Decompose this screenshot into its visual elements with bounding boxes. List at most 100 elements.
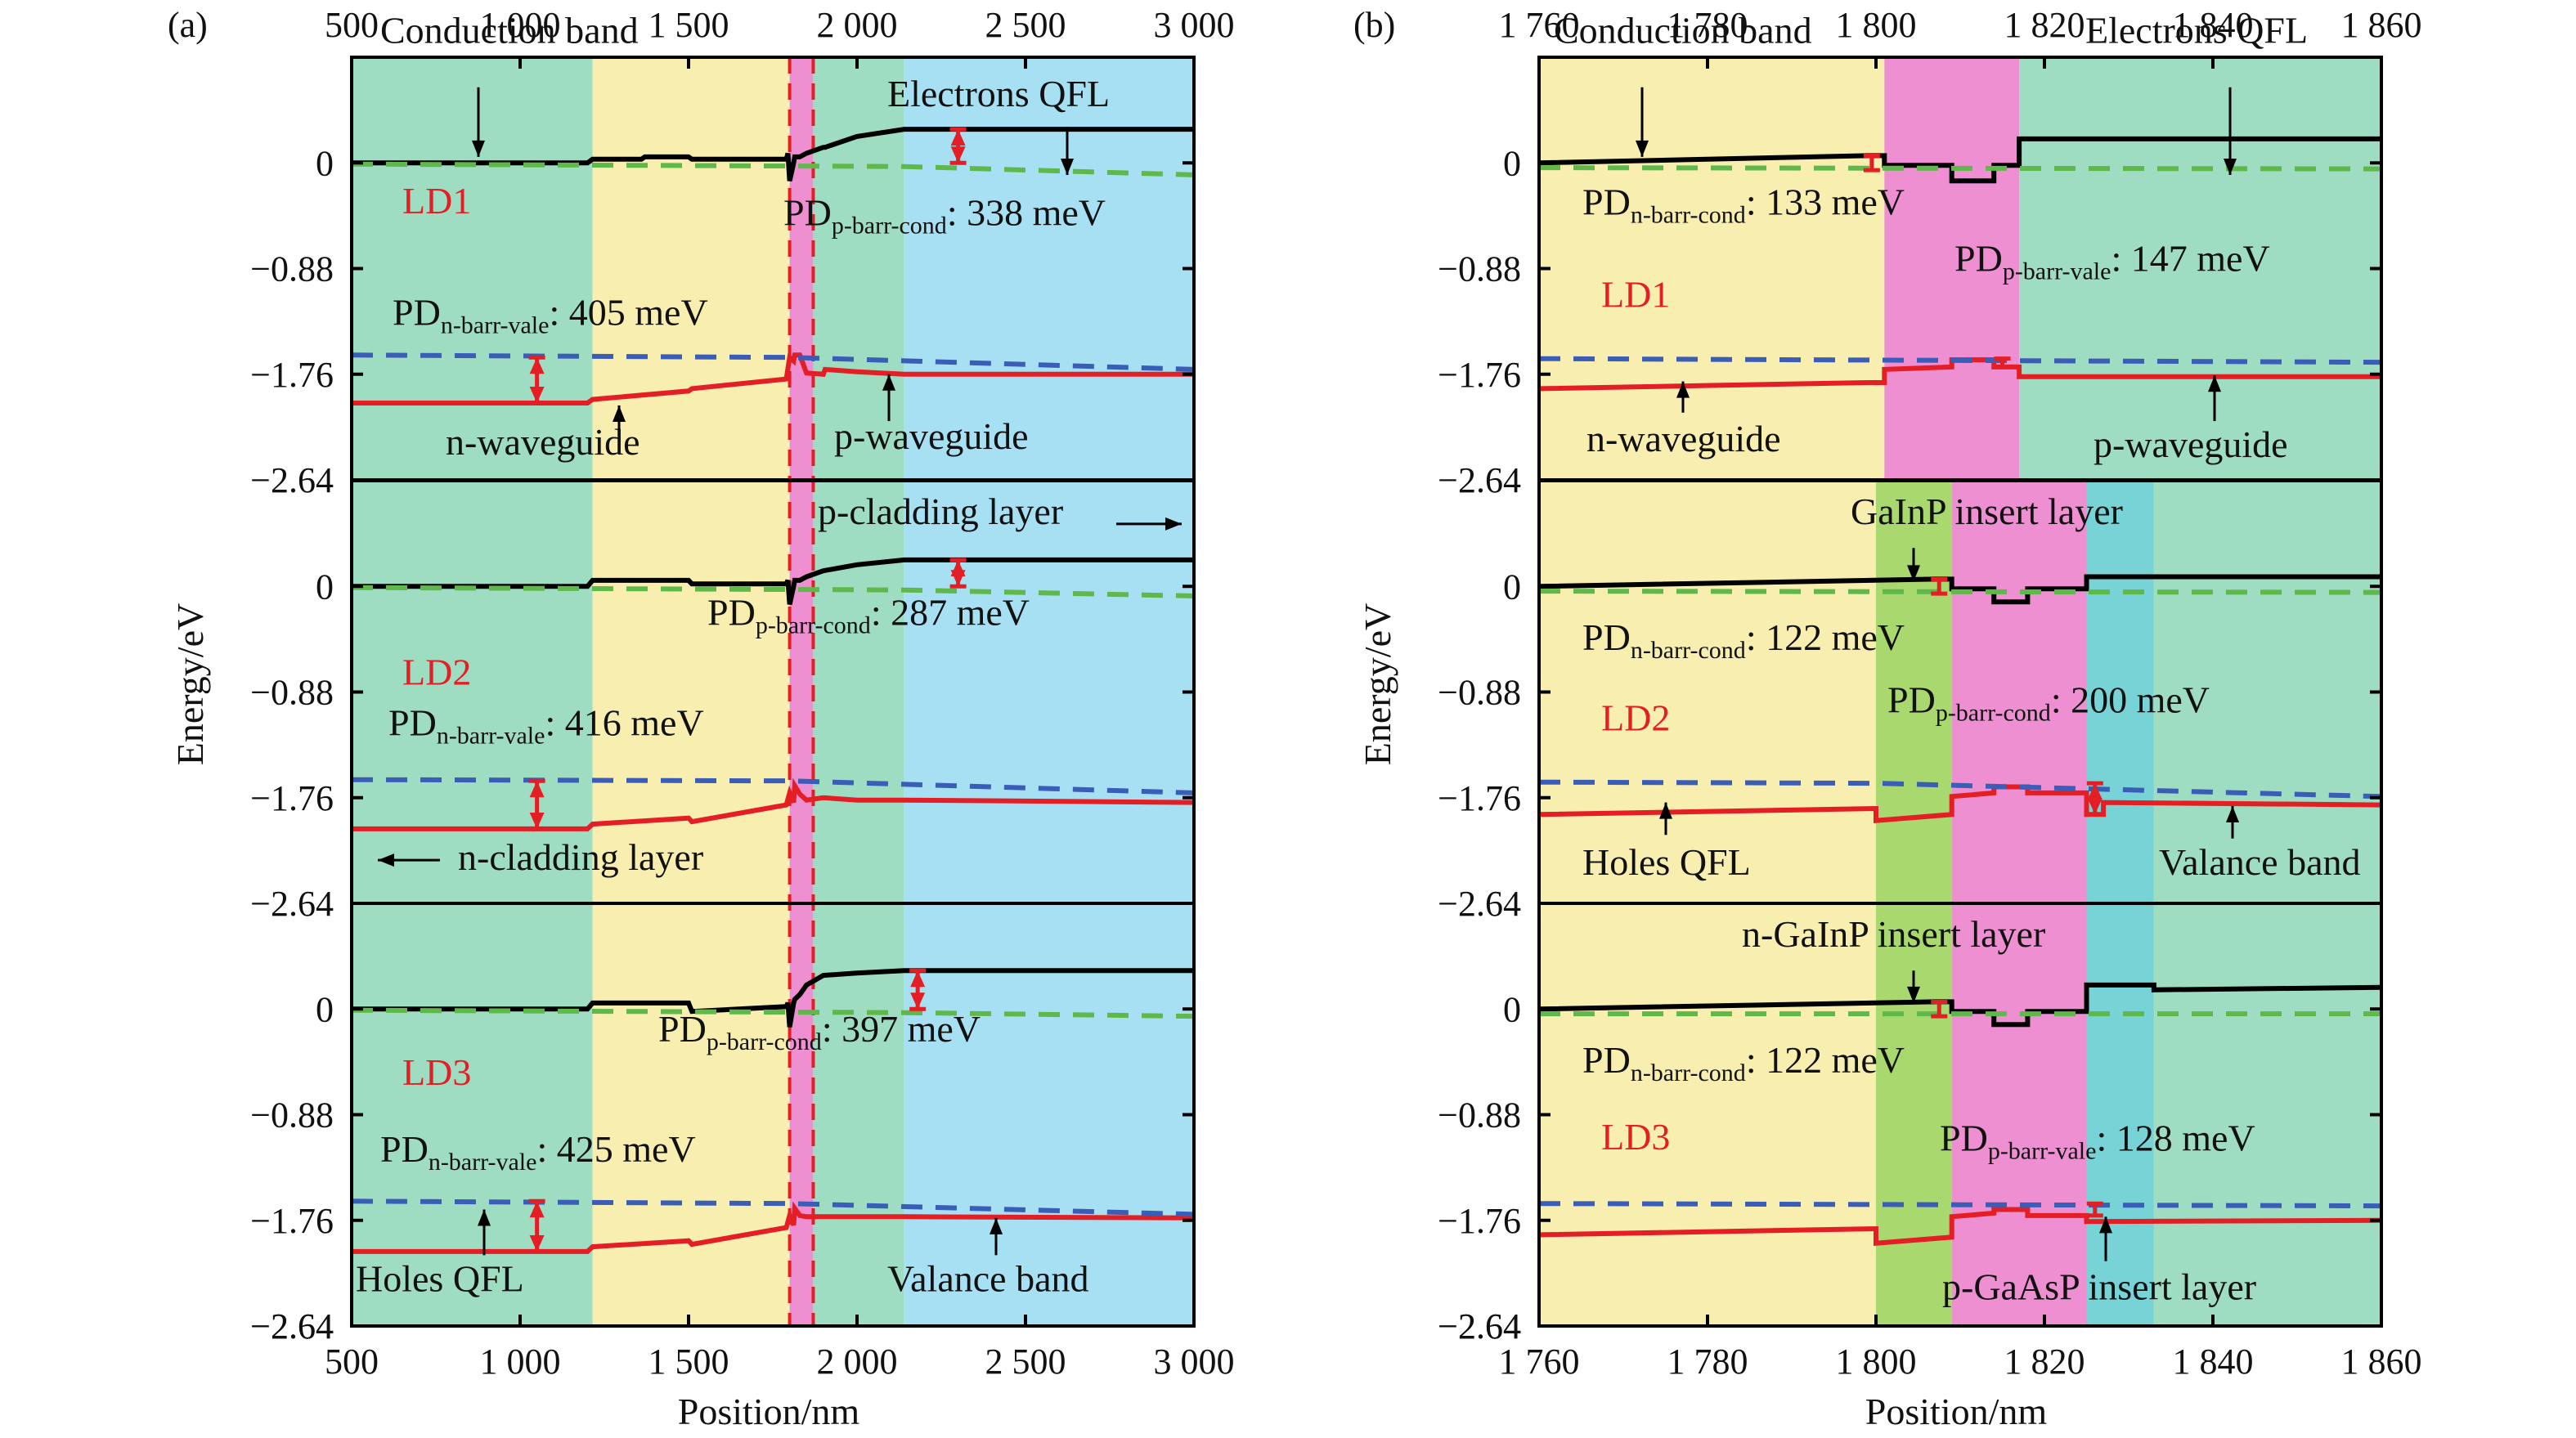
y-tick-label: 0 (1503, 989, 1521, 1029)
layer-annotation: n-waveguide (1586, 418, 1781, 459)
annotation-arrowhead (1636, 140, 1649, 157)
layer-annotation: Valance band (2159, 841, 2361, 883)
y-tick-label: −2.64 (1438, 1306, 1521, 1346)
x-tick-label-bottom: 1 860 (2341, 1342, 2422, 1382)
pd-marker-arrowhead (2087, 798, 2103, 815)
pd-annotation: PDn-barr-cond: 133 meV (1582, 181, 1905, 228)
annotation-text: Valance band (2159, 841, 2361, 883)
x-tick-label-top: 1 500 (648, 5, 729, 45)
pd-marker-arrowhead (529, 1234, 545, 1252)
annotation-text: p-waveguide (2094, 423, 2288, 465)
region-n-insert (1876, 903, 1952, 1326)
x-tick-label-top: 1 820 (2004, 5, 2085, 45)
pd-marker-arrowhead (529, 387, 545, 403)
y-tick-label: −0.88 (250, 673, 334, 713)
series-electron-qfl-line (1538, 165, 2382, 172)
annotation-subscript: p-barr-vale (1988, 1138, 2097, 1165)
pd-marker-arrowhead (910, 992, 926, 1010)
x-tick-label-top: 1 840 (2173, 5, 2254, 45)
region-n-cladding (352, 481, 593, 903)
x-tick-label-bottom: 1 800 (1836, 1342, 1917, 1382)
region-active (789, 481, 814, 903)
y-tick-label: 0 (316, 989, 334, 1029)
pd-marker-arrowhead (529, 812, 545, 829)
y-tick-label: −1.76 (250, 1201, 334, 1241)
annotation-subscript: n-barr-vale (429, 1149, 537, 1176)
layer-annotation: n-cladding layer (458, 836, 703, 878)
x-tick-label-bottom: 2 000 (817, 1342, 898, 1382)
x-tick-label-bottom: 1 820 (2004, 1342, 2085, 1382)
series-hole-qfl-line (1538, 779, 2382, 800)
pd-marker-arrowhead (529, 357, 545, 374)
region-n-cladding (352, 57, 593, 480)
layer-annotation: Valance band (887, 1257, 1089, 1299)
series-hole-qfl-line (1538, 1201, 2382, 1209)
band-lines (351, 127, 2382, 1254)
pd-annotation: PDn-barr-cond: 122 meV (1582, 616, 1905, 664)
region-n-waveguide (592, 903, 790, 1326)
annotation-subscript: n-barr-cond (1631, 637, 1746, 664)
series-hole-qfl-line (351, 352, 1195, 372)
annotation-text: Valance band (887, 1257, 1089, 1299)
region-active (789, 57, 814, 480)
y-tick-label: −1.76 (1438, 1201, 1521, 1241)
series-electron-qfl-line (351, 585, 1195, 598)
y-tick-label: −1.76 (1438, 778, 1521, 818)
region-n-waveguide (1539, 481, 1876, 903)
annotation-subscript: p-barr-vale (2003, 258, 2112, 284)
pd-annotation: PDp-barr-vale: 128 meV (1940, 1118, 2255, 1165)
series-electron-qfl-line (1538, 589, 2382, 595)
pd-markers (528, 127, 2103, 1254)
pd-marker-arrowhead (950, 570, 966, 587)
series-hole-qfl-line (351, 777, 1195, 795)
annotation-text: n-waveguide (1586, 418, 1781, 459)
layer-annotation: p-waveguide (834, 415, 1029, 457)
annotation-text: PD (1582, 181, 1631, 222)
series-electron-qfl-line (351, 161, 1195, 177)
layer-annotation: p-cladding layer (818, 491, 1063, 532)
region-active (1951, 481, 2087, 903)
pd-annotation: PDp-barr-vale: 147 meV (1954, 237, 2270, 284)
annotation-text: p-waveguide (834, 415, 1029, 457)
annotation-arrowhead (2099, 1216, 2112, 1234)
annotation-text: PD (707, 591, 756, 633)
annotation-text: PD (1954, 237, 2003, 279)
annotation-subscript: p-barr-cond (707, 1028, 822, 1055)
y-tick-label: −0.88 (250, 249, 334, 289)
region-active (1884, 57, 2020, 480)
pd-marker-arrowhead (950, 129, 966, 146)
annotation-subscript: n-barr-vale (437, 722, 545, 749)
pd-annotation: PDn-barr-vale: 425 meV (380, 1128, 696, 1176)
y-tick-label: 0 (316, 567, 334, 607)
x-tick-label-top: 1 780 (1667, 5, 1748, 45)
annotation-value: : 128 meV (2096, 1118, 2255, 1159)
x-tick-label-bottom: 1 780 (1667, 1342, 1748, 1382)
series-conduction-line (352, 557, 1194, 605)
y-tick-label: −2.64 (250, 1306, 334, 1346)
annotation-text: Electrons QFL (2085, 9, 2308, 51)
region-p-cladding (904, 481, 1194, 903)
layer-annotation: GaInP insert layer (1851, 491, 2123, 532)
panel-b-x-axis-label: Position/nm (1865, 1391, 2048, 1432)
text-labels: 0 −0.88 −1.76 −2.64 LD1 Conduction band Electr… (250, 5, 2421, 1382)
region-p-waveguide (2019, 57, 2381, 480)
panel-b-tag: (b) (1353, 5, 1395, 45)
y-tick-label: 0 (1503, 143, 1521, 183)
annotation-value: : 416 meV (545, 701, 703, 743)
annotation-subscript: p-barr-cond (756, 611, 871, 638)
series-hole-qfl-line (351, 1198, 1195, 1217)
x-tick-label-top: 1 800 (1836, 5, 1917, 45)
annotation-arrowhead (378, 853, 394, 867)
x-tick-label-bottom: 3 000 (1154, 1342, 1235, 1382)
layer-annotation: p-waveguide (2094, 423, 2288, 465)
series-conduction-line (352, 968, 1194, 1028)
annotation-text: PD (393, 292, 441, 334)
annotation-subscript: n-barr-cond (1631, 201, 1746, 228)
layer-annotation: n-GaInP insert layer (1742, 913, 2045, 955)
annotation-value: : 122 meV (1746, 616, 1905, 658)
annotation-subscript: p-barr-cond (832, 213, 947, 240)
y-tick-label: −2.64 (1438, 460, 1521, 500)
annotation-text: p-cladding layer (818, 491, 1063, 532)
region-active (789, 903, 814, 1326)
series-valence-line (352, 1201, 1195, 1254)
